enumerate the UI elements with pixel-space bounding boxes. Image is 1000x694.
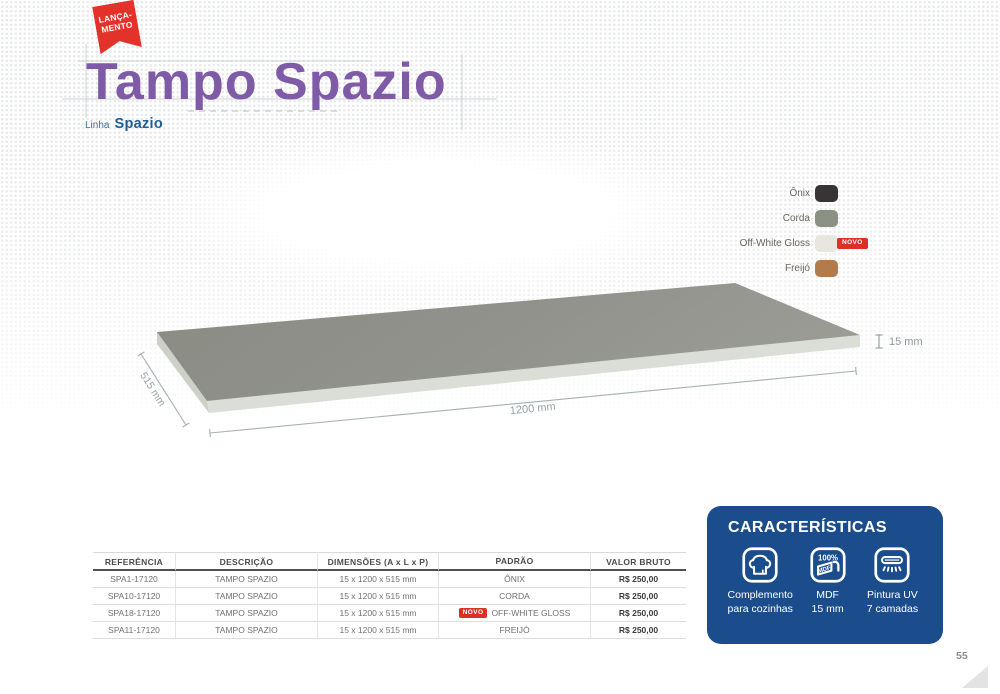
col-header-descricao: DESCRIÇÃO <box>175 552 317 571</box>
color-swatch <box>815 235 838 252</box>
col-header-referencia: REFERÊNCIA <box>93 552 175 571</box>
dimension-depth <box>137 351 190 428</box>
feature-label: MDF 15 mm <box>811 589 844 615</box>
features-box: CARACTERÍSTICAS Complemento para cozinha… <box>707 506 943 644</box>
swatch-row-off-white-gloss: Off-White Gloss NOVO <box>700 235 890 252</box>
feature-label: Complemento para cozinhas <box>727 589 793 615</box>
swatch-row-freijo: Freijó <box>700 260 890 277</box>
color-swatch <box>815 185 838 202</box>
novo-badge: NOVO <box>837 238 868 249</box>
table-row: SPA11-17120 TAMPO SPAZIO 15 x 1200 x 515… <box>93 622 686 639</box>
swatch-row-onix: Ônix <box>700 185 890 202</box>
novo-badge: NOVO <box>458 607 488 619</box>
svg-text:MDF: MDF <box>817 565 831 574</box>
table-row: SPA18-17120 TAMPO SPAZIO 15 x 1200 x 515… <box>93 605 686 622</box>
feature-uv: Pintura UV 7 camadas <box>852 547 933 616</box>
slab-left-edge <box>157 332 209 413</box>
col-header-dimensoes: DIMENSÕES (A x L x P) <box>317 552 438 571</box>
col-header-valor-bruto: VALOR BRUTO <box>590 552 686 571</box>
features-title: CARACTERÍSTICAS <box>728 519 887 536</box>
table-row: SPA1-17120 TAMPO SPAZIO 15 x 1200 x 515 … <box>93 571 686 588</box>
product-line-value: Spazio <box>114 116 163 132</box>
feature-kitchen: Complemento para cozinhas <box>717 547 803 616</box>
chef-hat-icon <box>742 547 778 583</box>
swatch-label: Off-White Gloss <box>739 238 810 249</box>
folded-corner-decoration <box>962 666 988 688</box>
features-columns: Complemento para cozinhas 100% MDF MDF 1… <box>717 547 933 616</box>
color-swatch <box>815 260 838 277</box>
feature-label: Pintura UV 7 camadas <box>866 589 919 615</box>
background-fade <box>150 128 730 296</box>
price-table: REFERÊNCIA DESCRIÇÃO DIMENSÕES (A x L x … <box>93 552 686 639</box>
swatch-label: Corda <box>782 213 810 224</box>
swatch-row-corda: Corda <box>700 210 890 227</box>
uv-paint-icon <box>874 547 910 583</box>
mdf-board-icon: 100% MDF <box>810 547 846 583</box>
page-title: Tampo Spazio <box>86 53 447 111</box>
color-swatch <box>815 210 838 227</box>
finish-swatches: Ônix Corda Off-White Gloss NOVO Freijó <box>700 185 890 285</box>
slab-front-edge <box>207 335 860 413</box>
product-line: Linha Spazio <box>85 116 163 132</box>
table-header-row: REFERÊNCIA DESCRIÇÃO DIMENSÕES (A x L x … <box>93 552 686 571</box>
dimension-length <box>209 366 857 438</box>
page-number: 55 <box>956 650 968 662</box>
svg-text:100%: 100% <box>818 554 838 563</box>
swatch-label: Ônix <box>789 188 810 199</box>
table-row: SPA10-17120 TAMPO SPAZIO 15 x 1200 x 515… <box>93 588 686 605</box>
col-header-padrao: PADRÃO <box>438 552 590 571</box>
swatch-label: Freijó <box>784 263 810 274</box>
countertop-slab <box>157 283 860 413</box>
title-guide-lines <box>62 44 497 130</box>
dimension-thickness-label: 15 mm <box>889 336 923 348</box>
dimension-length-label: 1200 mm <box>509 401 556 417</box>
product-line-label: Linha <box>85 120 110 131</box>
dimension-thickness <box>875 334 883 349</box>
feature-mdf: 100% MDF MDF 15 mm <box>803 547 851 616</box>
slab-top-face <box>157 283 860 401</box>
